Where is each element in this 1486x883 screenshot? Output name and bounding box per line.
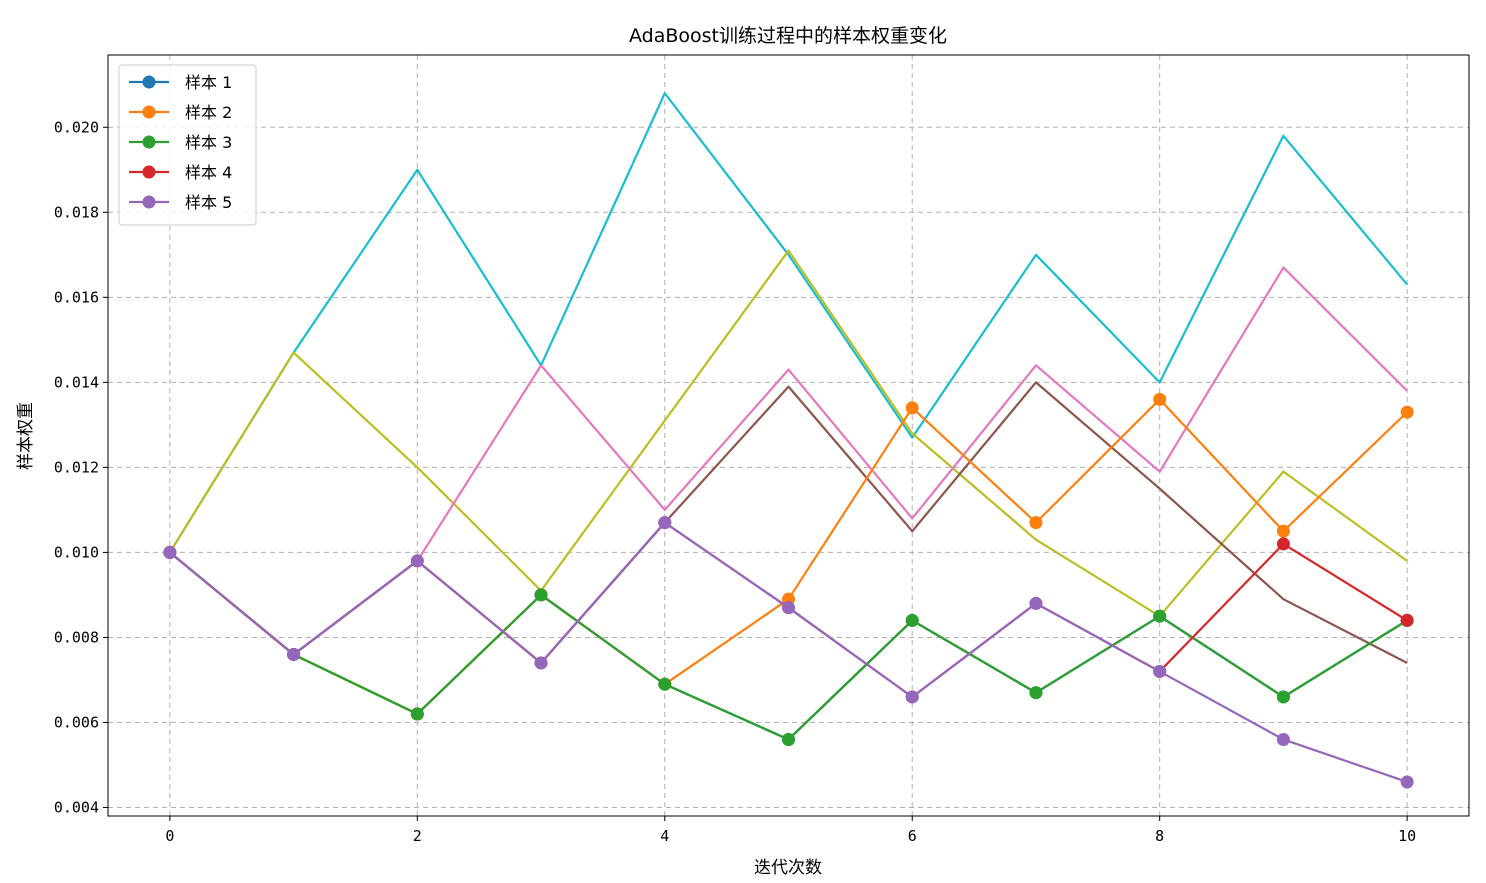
data-point (163, 545, 177, 559)
y-tick-label: 0.008 (54, 628, 99, 646)
x-tick-label: 6 (908, 827, 917, 845)
data-point (1276, 524, 1290, 538)
series-group (163, 92, 1414, 789)
data-point (534, 656, 548, 670)
legend-swatch-marker (142, 195, 156, 209)
data-point (658, 677, 672, 691)
legend-swatch-marker (142, 75, 156, 89)
legend-label: 样本 5 (185, 193, 232, 212)
x-tick-label: 4 (660, 827, 669, 845)
legend: 样本 1 样本 2 样本 3 样本 4 样本 5 (118, 64, 257, 226)
x-tick-label: 8 (1155, 827, 1164, 845)
data-point (1153, 664, 1167, 678)
y-tick-label: 0.010 (54, 543, 99, 561)
data-point (1153, 392, 1167, 406)
y-tick-label: 0.018 (54, 203, 99, 221)
data-point (1029, 686, 1043, 700)
series-line-1 (168, 92, 1408, 553)
x-tick-label: 0 (165, 827, 174, 845)
data-point (1400, 405, 1414, 419)
legend-swatch-marker (142, 105, 156, 119)
y-axis-label: 样本权重 (16, 402, 36, 470)
data-point (782, 732, 795, 746)
data-point (1029, 516, 1043, 530)
data-point (1400, 775, 1414, 789)
x-tick-label: 10 (1398, 827, 1416, 845)
data-point (658, 516, 672, 530)
data-point (905, 690, 919, 704)
data-point (905, 613, 919, 627)
y-tick-label: 0.004 (54, 798, 99, 816)
data-point (534, 588, 548, 602)
data-point (1153, 609, 1167, 623)
x-axis-label: 迭代次数 (754, 858, 822, 878)
data-point (782, 601, 795, 615)
legend-label: 样本 4 (185, 163, 232, 182)
data-point (1029, 596, 1043, 610)
y-tick-label: 0.016 (54, 288, 99, 306)
data-point (410, 554, 424, 568)
data-point (905, 401, 919, 415)
data-point (1276, 537, 1290, 551)
legend-swatch-marker (142, 165, 156, 179)
series-line-2 (168, 249, 1408, 618)
data-point (410, 707, 424, 721)
y-tick-label: 0.012 (54, 458, 99, 476)
data-point (1276, 690, 1290, 704)
series-line-6 (169, 551, 1408, 741)
legend-label: 样本 3 (185, 133, 232, 152)
x-tick-label: 2 (413, 827, 422, 845)
grid-lines (108, 55, 1469, 816)
y-tick-label: 0.020 (54, 118, 99, 136)
legend-swatch-marker (142, 135, 156, 149)
axis-ticks: 0 2 4 6 8 10 0.004 0.006 0.008 0.010 0.012 0.014 0.0… (54, 118, 1416, 845)
data-point (287, 647, 301, 661)
series-line-4 (169, 381, 1408, 665)
legend-label: 样本 1 (185, 73, 232, 92)
data-point (1400, 613, 1414, 627)
y-tick-label: 0.014 (54, 373, 99, 391)
series-line-8 (169, 551, 1408, 741)
series-line-7 (169, 398, 1408, 716)
y-tick-label: 0.006 (54, 713, 99, 731)
chart-title: AdaBoost训练过程中的样本权重变化 (629, 25, 947, 47)
legend-label: 样本 2 (185, 103, 232, 122)
plot-frame (107, 54, 1470, 817)
legend-box (118, 64, 257, 226)
data-point (1276, 732, 1290, 746)
series-line-5 (169, 551, 1408, 741)
